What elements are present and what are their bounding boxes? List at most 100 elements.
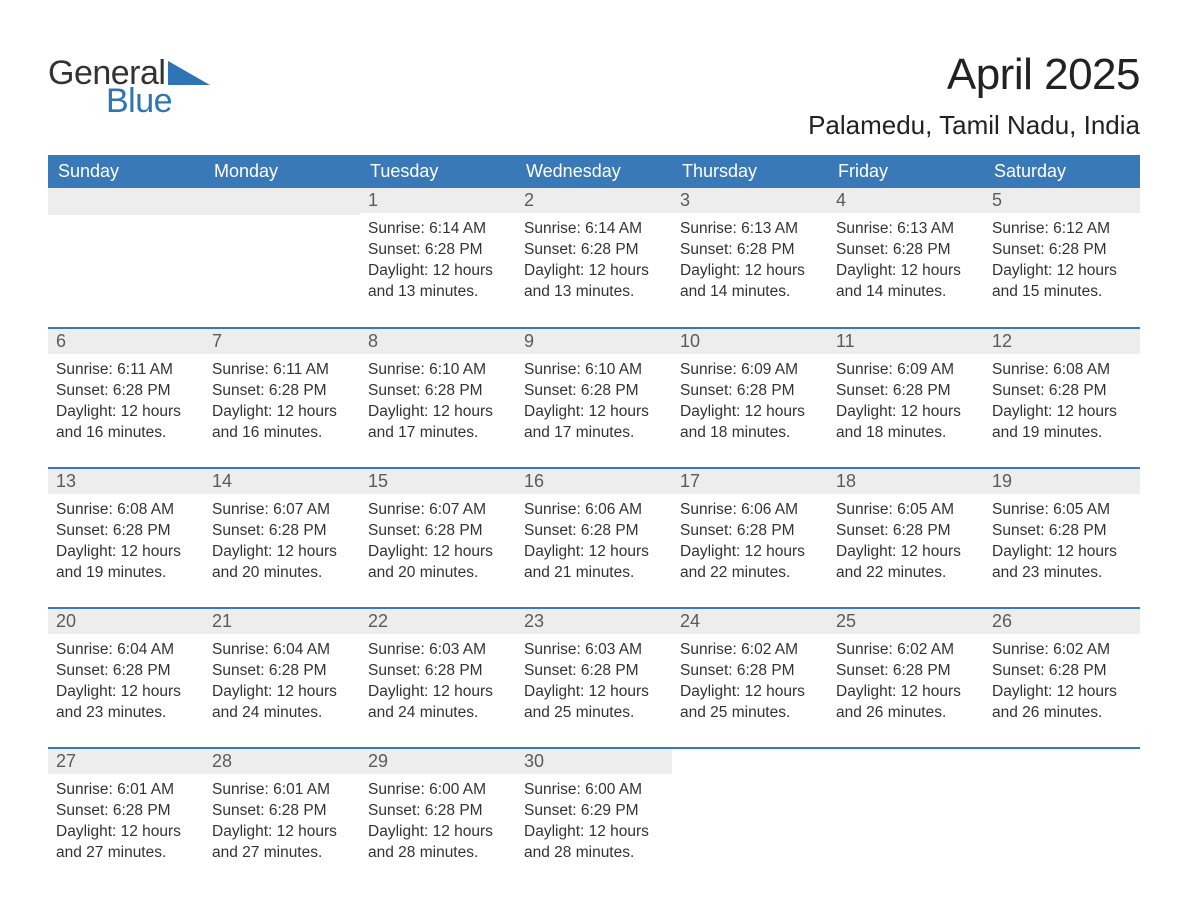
daylight-line2: and 19 minutes.	[56, 563, 196, 584]
weekday-header: Monday	[204, 155, 360, 188]
daylight-line2: and 27 minutes.	[212, 843, 352, 864]
day-details: Sunrise: 6:00 AMSunset: 6:29 PMDaylight:…	[516, 774, 672, 872]
sunset-text: Sunset: 6:28 PM	[212, 381, 352, 402]
day-cell: 7Sunrise: 6:11 AMSunset: 6:28 PMDaylight…	[204, 328, 360, 468]
sunset-text: Sunset: 6:28 PM	[992, 240, 1132, 261]
daylight-line1: Daylight: 12 hours	[992, 542, 1132, 563]
day-cell: 4Sunrise: 6:13 AMSunset: 6:28 PMDaylight…	[828, 188, 984, 328]
sunset-text: Sunset: 6:28 PM	[992, 381, 1132, 402]
day-cell: 29Sunrise: 6:00 AMSunset: 6:28 PMDayligh…	[360, 748, 516, 888]
weekday-header: Saturday	[984, 155, 1140, 188]
day-cell: 22Sunrise: 6:03 AMSunset: 6:28 PMDayligh…	[360, 608, 516, 748]
daylight-line1: Daylight: 12 hours	[524, 822, 664, 843]
day-cell	[984, 748, 1140, 888]
day-details: Sunrise: 6:07 AMSunset: 6:28 PMDaylight:…	[204, 494, 360, 592]
daylight-line1: Daylight: 12 hours	[212, 682, 352, 703]
day-number: 20	[48, 609, 204, 634]
day-details: Sunrise: 6:05 AMSunset: 6:28 PMDaylight:…	[828, 494, 984, 592]
day-number: 27	[48, 749, 204, 774]
sunset-text: Sunset: 6:28 PM	[524, 521, 664, 542]
sunset-text: Sunset: 6:28 PM	[212, 661, 352, 682]
daylight-line2: and 18 minutes.	[680, 423, 820, 444]
daylight-line1: Daylight: 12 hours	[524, 261, 664, 282]
day-cell: 16Sunrise: 6:06 AMSunset: 6:28 PMDayligh…	[516, 468, 672, 608]
daylight-line1: Daylight: 12 hours	[212, 402, 352, 423]
day-cell: 11Sunrise: 6:09 AMSunset: 6:28 PMDayligh…	[828, 328, 984, 468]
daylight-line2: and 27 minutes.	[56, 843, 196, 864]
daylight-line2: and 23 minutes.	[992, 563, 1132, 584]
sunset-text: Sunset: 6:28 PM	[524, 381, 664, 402]
day-cell: 19Sunrise: 6:05 AMSunset: 6:28 PMDayligh…	[984, 468, 1140, 608]
day-cell: 3Sunrise: 6:13 AMSunset: 6:28 PMDaylight…	[672, 188, 828, 328]
sunrise-text: Sunrise: 6:12 AM	[992, 219, 1132, 240]
daylight-line1: Daylight: 12 hours	[56, 542, 196, 563]
day-number: 29	[360, 749, 516, 774]
day-number: 15	[360, 469, 516, 494]
day-details: Sunrise: 6:09 AMSunset: 6:28 PMDaylight:…	[828, 354, 984, 452]
sunrise-text: Sunrise: 6:02 AM	[992, 640, 1132, 661]
daylight-line2: and 21 minutes.	[524, 563, 664, 584]
daylight-line2: and 16 minutes.	[56, 423, 196, 444]
sunrise-text: Sunrise: 6:13 AM	[680, 219, 820, 240]
sunset-text: Sunset: 6:28 PM	[368, 661, 508, 682]
day-details: Sunrise: 6:02 AMSunset: 6:28 PMDaylight:…	[828, 634, 984, 732]
day-details: Sunrise: 6:06 AMSunset: 6:28 PMDaylight:…	[672, 494, 828, 592]
sunrise-text: Sunrise: 6:11 AM	[56, 360, 196, 381]
daylight-line2: and 14 minutes.	[680, 282, 820, 303]
day-details: Sunrise: 6:11 AMSunset: 6:28 PMDaylight:…	[204, 354, 360, 452]
daylight-line2: and 25 minutes.	[680, 703, 820, 724]
sunset-text: Sunset: 6:28 PM	[680, 240, 820, 261]
sunrise-text: Sunrise: 6:02 AM	[836, 640, 976, 661]
daylight-line1: Daylight: 12 hours	[524, 682, 664, 703]
day-cell: 27Sunrise: 6:01 AMSunset: 6:28 PMDayligh…	[48, 748, 204, 888]
day-number: 14	[204, 469, 360, 494]
day-cell: 6Sunrise: 6:11 AMSunset: 6:28 PMDaylight…	[48, 328, 204, 468]
daylight-line2: and 20 minutes.	[212, 563, 352, 584]
day-cell: 9Sunrise: 6:10 AMSunset: 6:28 PMDaylight…	[516, 328, 672, 468]
day-details: Sunrise: 6:14 AMSunset: 6:28 PMDaylight:…	[516, 213, 672, 311]
day-details: Sunrise: 6:02 AMSunset: 6:28 PMDaylight:…	[984, 634, 1140, 732]
weekday-header: Sunday	[48, 155, 204, 188]
daylight-line1: Daylight: 12 hours	[524, 402, 664, 423]
day-number: 11	[828, 329, 984, 354]
sunset-text: Sunset: 6:28 PM	[836, 521, 976, 542]
week-row: 6Sunrise: 6:11 AMSunset: 6:28 PMDaylight…	[48, 328, 1140, 468]
sunrise-text: Sunrise: 6:07 AM	[212, 500, 352, 521]
day-cell: 2Sunrise: 6:14 AMSunset: 6:28 PMDaylight…	[516, 188, 672, 328]
sunset-text: Sunset: 6:28 PM	[212, 521, 352, 542]
day-cell: 5Sunrise: 6:12 AMSunset: 6:28 PMDaylight…	[984, 188, 1140, 328]
daylight-line2: and 13 minutes.	[368, 282, 508, 303]
day-details: Sunrise: 6:09 AMSunset: 6:28 PMDaylight:…	[672, 354, 828, 452]
sunset-text: Sunset: 6:28 PM	[836, 661, 976, 682]
weekday-header: Friday	[828, 155, 984, 188]
day-details: Sunrise: 6:10 AMSunset: 6:28 PMDaylight:…	[516, 354, 672, 452]
header-row: General Blue April 2025 Palamedu, Tamil …	[48, 50, 1140, 141]
sunset-text: Sunset: 6:28 PM	[212, 801, 352, 822]
sunset-text: Sunset: 6:28 PM	[368, 521, 508, 542]
weekday-header: Tuesday	[360, 155, 516, 188]
day-number: 16	[516, 469, 672, 494]
day-number: 19	[984, 469, 1140, 494]
daylight-line2: and 20 minutes.	[368, 563, 508, 584]
sunrise-text: Sunrise: 6:04 AM	[212, 640, 352, 661]
month-title: April 2025	[808, 50, 1140, 100]
daylight-line2: and 25 minutes.	[524, 703, 664, 724]
daylight-line1: Daylight: 12 hours	[56, 402, 196, 423]
day-number: 26	[984, 609, 1140, 634]
day-details: Sunrise: 6:10 AMSunset: 6:28 PMDaylight:…	[360, 354, 516, 452]
day-cell: 24Sunrise: 6:02 AMSunset: 6:28 PMDayligh…	[672, 608, 828, 748]
sunrise-text: Sunrise: 6:00 AM	[524, 780, 664, 801]
day-number: 8	[360, 329, 516, 354]
daylight-line2: and 24 minutes.	[212, 703, 352, 724]
daylight-line2: and 14 minutes.	[836, 282, 976, 303]
location-subtitle: Palamedu, Tamil Nadu, India	[808, 110, 1140, 141]
sunset-text: Sunset: 6:28 PM	[524, 661, 664, 682]
day-details: Sunrise: 6:08 AMSunset: 6:28 PMDaylight:…	[48, 494, 204, 592]
sunset-text: Sunset: 6:28 PM	[56, 381, 196, 402]
day-cell: 13Sunrise: 6:08 AMSunset: 6:28 PMDayligh…	[48, 468, 204, 608]
sunrise-text: Sunrise: 6:06 AM	[524, 500, 664, 521]
daylight-line1: Daylight: 12 hours	[368, 261, 508, 282]
daylight-line1: Daylight: 12 hours	[836, 402, 976, 423]
day-number: 30	[516, 749, 672, 774]
day-number: 23	[516, 609, 672, 634]
